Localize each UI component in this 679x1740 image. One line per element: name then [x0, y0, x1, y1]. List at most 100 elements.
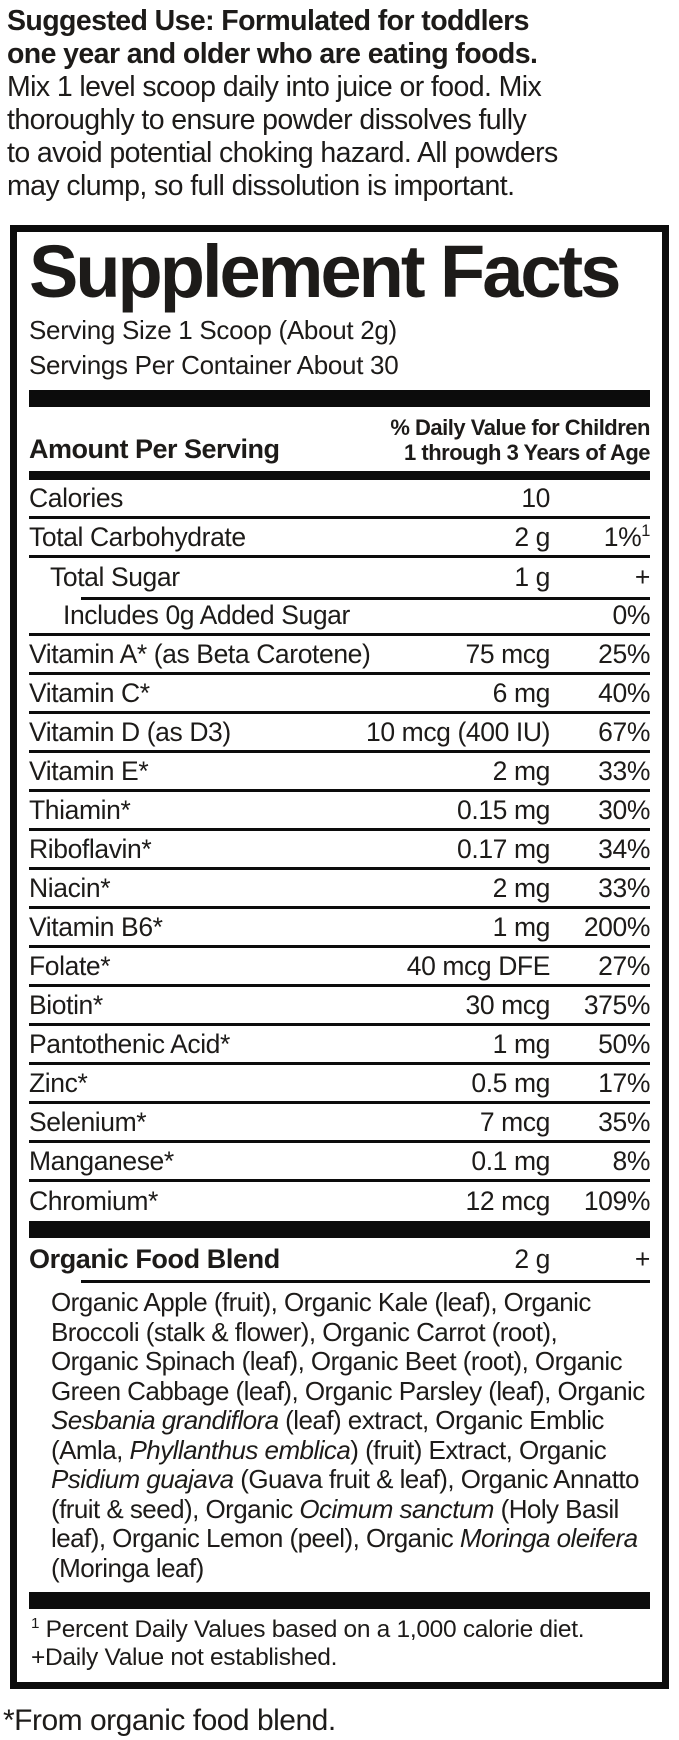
row-dv: 200% — [583, 911, 651, 942]
suggested-use-line: thoroughly to ensure powder dissolves fu… — [7, 104, 527, 136]
asterisk-footnote: *From organic food blend. — [3, 1704, 336, 1737]
row-amount: 6 mg — [492, 677, 551, 708]
ingredient-text: (Holy Basil leaf), Organic Lemon (peel),… — [51, 1493, 619, 1553]
table-row: Zinc* 0.5 mg 17% — [29, 1065, 650, 1104]
row-dv: 30% — [598, 794, 650, 825]
divider-bar — [29, 1221, 650, 1238]
daily-value-header-line1: % Daily Value for Children — [390, 415, 650, 440]
table-row: Folate* 40 mcg DFE 27% — [29, 948, 650, 987]
divider-bar — [29, 471, 650, 480]
ingredient-species-name: Sesbania grandiflora — [51, 1405, 279, 1435]
row-amount: 0.1 mg — [471, 1145, 550, 1176]
supplement-facts-panel: Supplement Facts Serving Size 1 Scoop (A… — [10, 225, 669, 1689]
table-row: Vitamin B6* 1 mg 200% — [29, 909, 650, 948]
servings-per-container: Servings Per Container About 30 — [29, 350, 399, 380]
row-name: Vitamin E* — [29, 755, 149, 786]
footnote-daily-value-text: Percent Daily Values based on a 1,000 ca… — [39, 1616, 585, 1643]
table-row: Niacin* 2 mg 33% — [29, 870, 650, 909]
table-row: Total Carbohydrate 2 g 1%1 — [29, 519, 650, 558]
ingredient-text: Organic Apple (fruit), Organic Kale (lea… — [51, 1287, 645, 1406]
footnote-not-established: +Daily Value not established. — [31, 1644, 338, 1671]
row-dv: + — [634, 562, 650, 592]
table-row: Total Sugar 1 g + — [29, 558, 650, 597]
daily-value-header: % Daily Value for Children 1 through 3 Y… — [390, 415, 650, 465]
divider-bar — [29, 390, 650, 407]
table-header-row: Amount Per Serving % Daily Value for Chi… — [29, 407, 650, 471]
table-row: Riboflavin* 0.17 mg 34% — [29, 831, 650, 870]
table-row: Chromium* 12 mcg 109% — [29, 1182, 650, 1221]
footnote-daily-value: 1 Percent Daily Values based on a 1,000 … — [31, 1616, 650, 1644]
ingredients-paragraph: Organic Apple (fruit), Organic Kale (lea… — [29, 1283, 650, 1592]
footnotes: 1 Percent Daily Values based on a 1,000 … — [29, 1609, 650, 1682]
suggested-use-line: one year and older who are eating foods. — [7, 38, 538, 70]
ingredient-text: (Guava fruit & leaf), Organic Annatto (f… — [51, 1464, 640, 1524]
row-amount: 2 g — [514, 1243, 550, 1274]
row-amount: 2 g — [514, 521, 550, 552]
ingredient-text: (Moringa leaf) — [51, 1552, 204, 1583]
table-row: Calories 10 — [29, 480, 650, 519]
row-name: Vitamin B6* — [29, 911, 163, 942]
row-name: Biotin* — [29, 989, 103, 1020]
ingredient-species-name: Psidium guajava — [51, 1464, 234, 1494]
row-amount: 1 mg — [492, 1028, 551, 1059]
row-name: Includes 0g Added Sugar — [63, 599, 350, 630]
row-name: Riboflavin* — [29, 833, 152, 864]
ingredient-species-name: Moringa oleifera — [459, 1523, 638, 1553]
row-name: Selenium* — [29, 1106, 147, 1137]
row-amount: 2 mg — [492, 872, 551, 903]
row-dv: 33% — [598, 755, 650, 786]
row-amount: 12 mcg — [465, 1186, 550, 1216]
row-name: Total Sugar — [50, 562, 180, 592]
row-dv: 17% — [598, 1067, 650, 1098]
row-dv: 109% — [583, 1186, 651, 1216]
row-dv: 8% — [612, 1145, 650, 1176]
table-row: Includes 0g Added Sugar 0% — [29, 597, 650, 636]
row-amount: 1 mg — [492, 911, 551, 942]
row-dv: 50% — [598, 1028, 650, 1059]
row-dv: 34% — [598, 833, 650, 864]
dv-superscript: 1 — [641, 521, 650, 540]
suggested-use-text: Suggested Use: Formulated for toddlers o… — [0, 0, 679, 203]
row-dv: 1%1 — [603, 521, 651, 552]
row-amount: 0.17 mg — [457, 833, 550, 864]
footnote-superscript: 1 — [31, 1614, 40, 1632]
row-amount: 10 mcg (400 IU) — [366, 716, 550, 747]
divider-line — [81, 1280, 650, 1283]
table-row: Pantothenic Acid* 1 mg 50% — [29, 1026, 650, 1065]
table-row: Vitamin E* 2 mg 33% — [29, 753, 650, 792]
row-name: Manganese* — [29, 1145, 174, 1176]
row-dv: 27% — [598, 950, 650, 981]
table-row: Vitamin D (as D3) 10 mcg (400 IU) 67% — [29, 714, 650, 753]
row-amount: 10 — [521, 482, 550, 513]
row-name: Vitamin C* — [29, 677, 150, 708]
table-row: Biotin* 30 mcg 375% — [29, 987, 650, 1026]
suggested-use-line: may clump, so full dissolution is import… — [7, 170, 515, 202]
row-name: Vitamin A* (as Beta Carotene) — [29, 638, 371, 669]
table-row: Vitamin C* 6 mg 40% — [29, 675, 650, 714]
row-amount: 1 g — [514, 562, 550, 592]
row-amount: 40 mcg DFE — [406, 950, 551, 981]
nutrient-table: Calories 10 Total Carbohydrate 2 g 1%1 Total … — [29, 480, 650, 1221]
row-name: Pantothenic Acid* — [29, 1028, 230, 1059]
row-amount: 0.5 mg — [471, 1067, 550, 1098]
ingredient-text: (leaf) extract, Organic Emblic (Amla, — [51, 1405, 604, 1465]
row-name: Vitamin D (as D3) — [29, 716, 231, 747]
organic-food-blend-row: Organic Food Blend 2 g + — [29, 1238, 650, 1280]
row-dv: 33% — [598, 872, 650, 903]
row-dv: 67% — [598, 716, 650, 747]
table-row: Manganese* 0.1 mg 8% — [29, 1143, 650, 1182]
row-amount: 75 mcg — [465, 638, 550, 669]
ingredient-species-name: Phyllanthus emblica — [129, 1434, 351, 1465]
row-dv: 25% — [598, 638, 650, 669]
ingredient-species-name: Ocimum sanctum — [299, 1493, 494, 1524]
row-dv: 375% — [583, 989, 651, 1020]
suggested-use-line: to avoid potential choking hazard. All p… — [7, 137, 558, 169]
row-amount: 7 mcg — [479, 1106, 551, 1137]
row-name: Folate* — [29, 950, 111, 981]
row-name: Thiamin* — [29, 794, 131, 825]
row-name: Niacin* — [29, 872, 111, 903]
daily-value-header-line2: 1 through 3 Years of Age — [404, 440, 650, 465]
table-row: Selenium* 7 mcg 35% — [29, 1104, 650, 1143]
table-row: Thiamin* 0.15 mg 30% — [29, 792, 650, 831]
divider-bar — [29, 1592, 650, 1609]
